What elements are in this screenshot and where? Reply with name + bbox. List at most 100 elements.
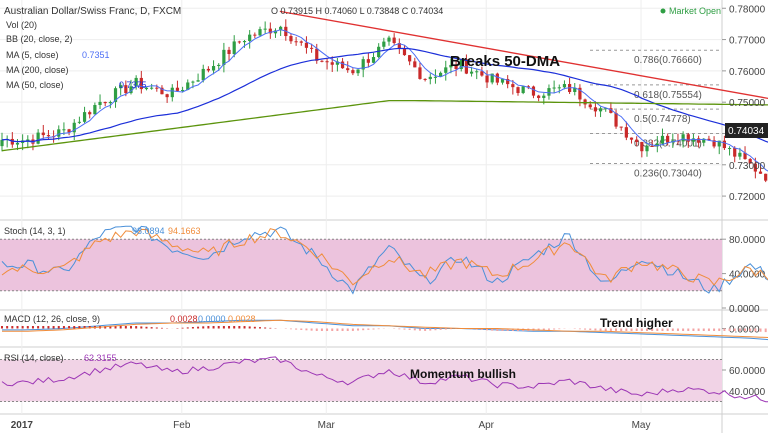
candle-body [206, 68, 210, 71]
candle-body [382, 41, 386, 47]
candle-body [640, 141, 644, 152]
candle-body [279, 26, 283, 31]
y-tick-label: 40.0000 [729, 387, 766, 398]
candle-body [727, 148, 732, 150]
stoch-d-value: 94.1663 [168, 226, 201, 236]
ma200-line [1, 99, 768, 152]
candle-body [62, 129, 66, 131]
candle-body [743, 152, 747, 160]
candle-body [335, 61, 339, 65]
candle-body [72, 122, 76, 133]
candle-body [614, 112, 618, 127]
candle-body [609, 108, 613, 113]
series--d [1, 228, 768, 286]
candle-body [444, 67, 448, 73]
candle-body [439, 72, 443, 77]
candle-body [537, 95, 541, 98]
bb-label: BB (20, close, 2) [6, 34, 73, 44]
candle-body [500, 78, 505, 83]
chart-title: Australian Dollar/Swiss Franc, D, FXCM [4, 6, 181, 17]
band-zone [0, 239, 722, 291]
candle-body [36, 132, 40, 144]
candle-body [686, 134, 690, 142]
candle-body [598, 108, 603, 112]
series-signal [2, 319, 768, 338]
y-tick-label: 80.0000 [729, 235, 766, 246]
candle-body [181, 89, 185, 91]
candle-body [593, 107, 597, 112]
candle-body [475, 71, 479, 73]
x-tick-label: Apr [478, 420, 494, 431]
y-tick-label: 0.76000 [729, 67, 766, 78]
candle-body [655, 143, 659, 147]
candle-body [552, 87, 556, 89]
candle-body [764, 173, 768, 181]
candle-body [46, 135, 51, 137]
candle-body [557, 87, 561, 89]
price-tag [725, 123, 768, 138]
candle-body [629, 137, 634, 140]
candle-body [506, 78, 510, 85]
candle-body [583, 99, 587, 105]
candle-body [490, 73, 494, 83]
y-tick-label: 0.0000 [729, 304, 760, 315]
candle-body [103, 101, 107, 104]
candle-body [521, 86, 525, 94]
ma50-line [1, 47, 768, 143]
candle-body [562, 84, 567, 88]
candle-body [237, 41, 241, 43]
candle-body [248, 34, 252, 42]
y-tick-label: 0.72000 [729, 192, 766, 203]
candle-body [635, 139, 639, 142]
macd-value-3: 0.0028 [228, 314, 256, 324]
candle-body [310, 47, 314, 49]
candle-body [650, 145, 654, 147]
vol-label: Vol (20) [6, 20, 37, 30]
candle-body [717, 140, 721, 147]
candle-body [165, 94, 169, 98]
candle-body [356, 69, 360, 74]
candle-body [98, 101, 102, 106]
y-tick-label: 0.73000 [729, 161, 766, 172]
price-tag-value: 0.74034 [728, 126, 765, 137]
fib-level-label: 0.786(0.76660) [634, 55, 702, 66]
candle-body [15, 142, 20, 145]
rsi-value: 62.3155 [84, 353, 117, 363]
y-tick-label: 0.78000 [729, 4, 766, 15]
candle-body [346, 68, 350, 71]
candle-body [77, 121, 81, 123]
candle-body [758, 171, 763, 174]
candle-body [459, 59, 463, 70]
candle-body [340, 61, 345, 69]
x-tick-label: May [632, 420, 651, 431]
candle-body [428, 76, 432, 80]
candle-body [485, 75, 489, 83]
candle-body [645, 145, 649, 152]
candle-body [325, 61, 329, 63]
candle-body [268, 28, 272, 34]
candle-body [299, 41, 303, 43]
candle-body [139, 77, 143, 90]
market-status: Market Open [669, 6, 721, 16]
candle-body [738, 152, 742, 157]
annotation-breaks: Breaks 50-DMA [450, 53, 560, 70]
candle-body [733, 148, 737, 157]
candle-body [578, 87, 582, 100]
y-tick-label: 0.77000 [729, 36, 766, 47]
candle-body [480, 71, 484, 76]
fib-level-label: 0.618(0.75554) [634, 90, 702, 101]
candle-body [449, 64, 453, 68]
candle-body [588, 104, 592, 108]
candle-body [134, 77, 138, 87]
candle-body [88, 112, 92, 115]
candle-body [573, 87, 577, 92]
candle-body [330, 62, 334, 65]
candle-body [242, 41, 247, 43]
candle-body [691, 138, 696, 142]
ma50-label: MA (50, close) [6, 80, 64, 90]
candle-body [604, 108, 608, 110]
candle-body [315, 48, 319, 61]
candle-body [469, 71, 474, 74]
candle-body [57, 129, 61, 137]
